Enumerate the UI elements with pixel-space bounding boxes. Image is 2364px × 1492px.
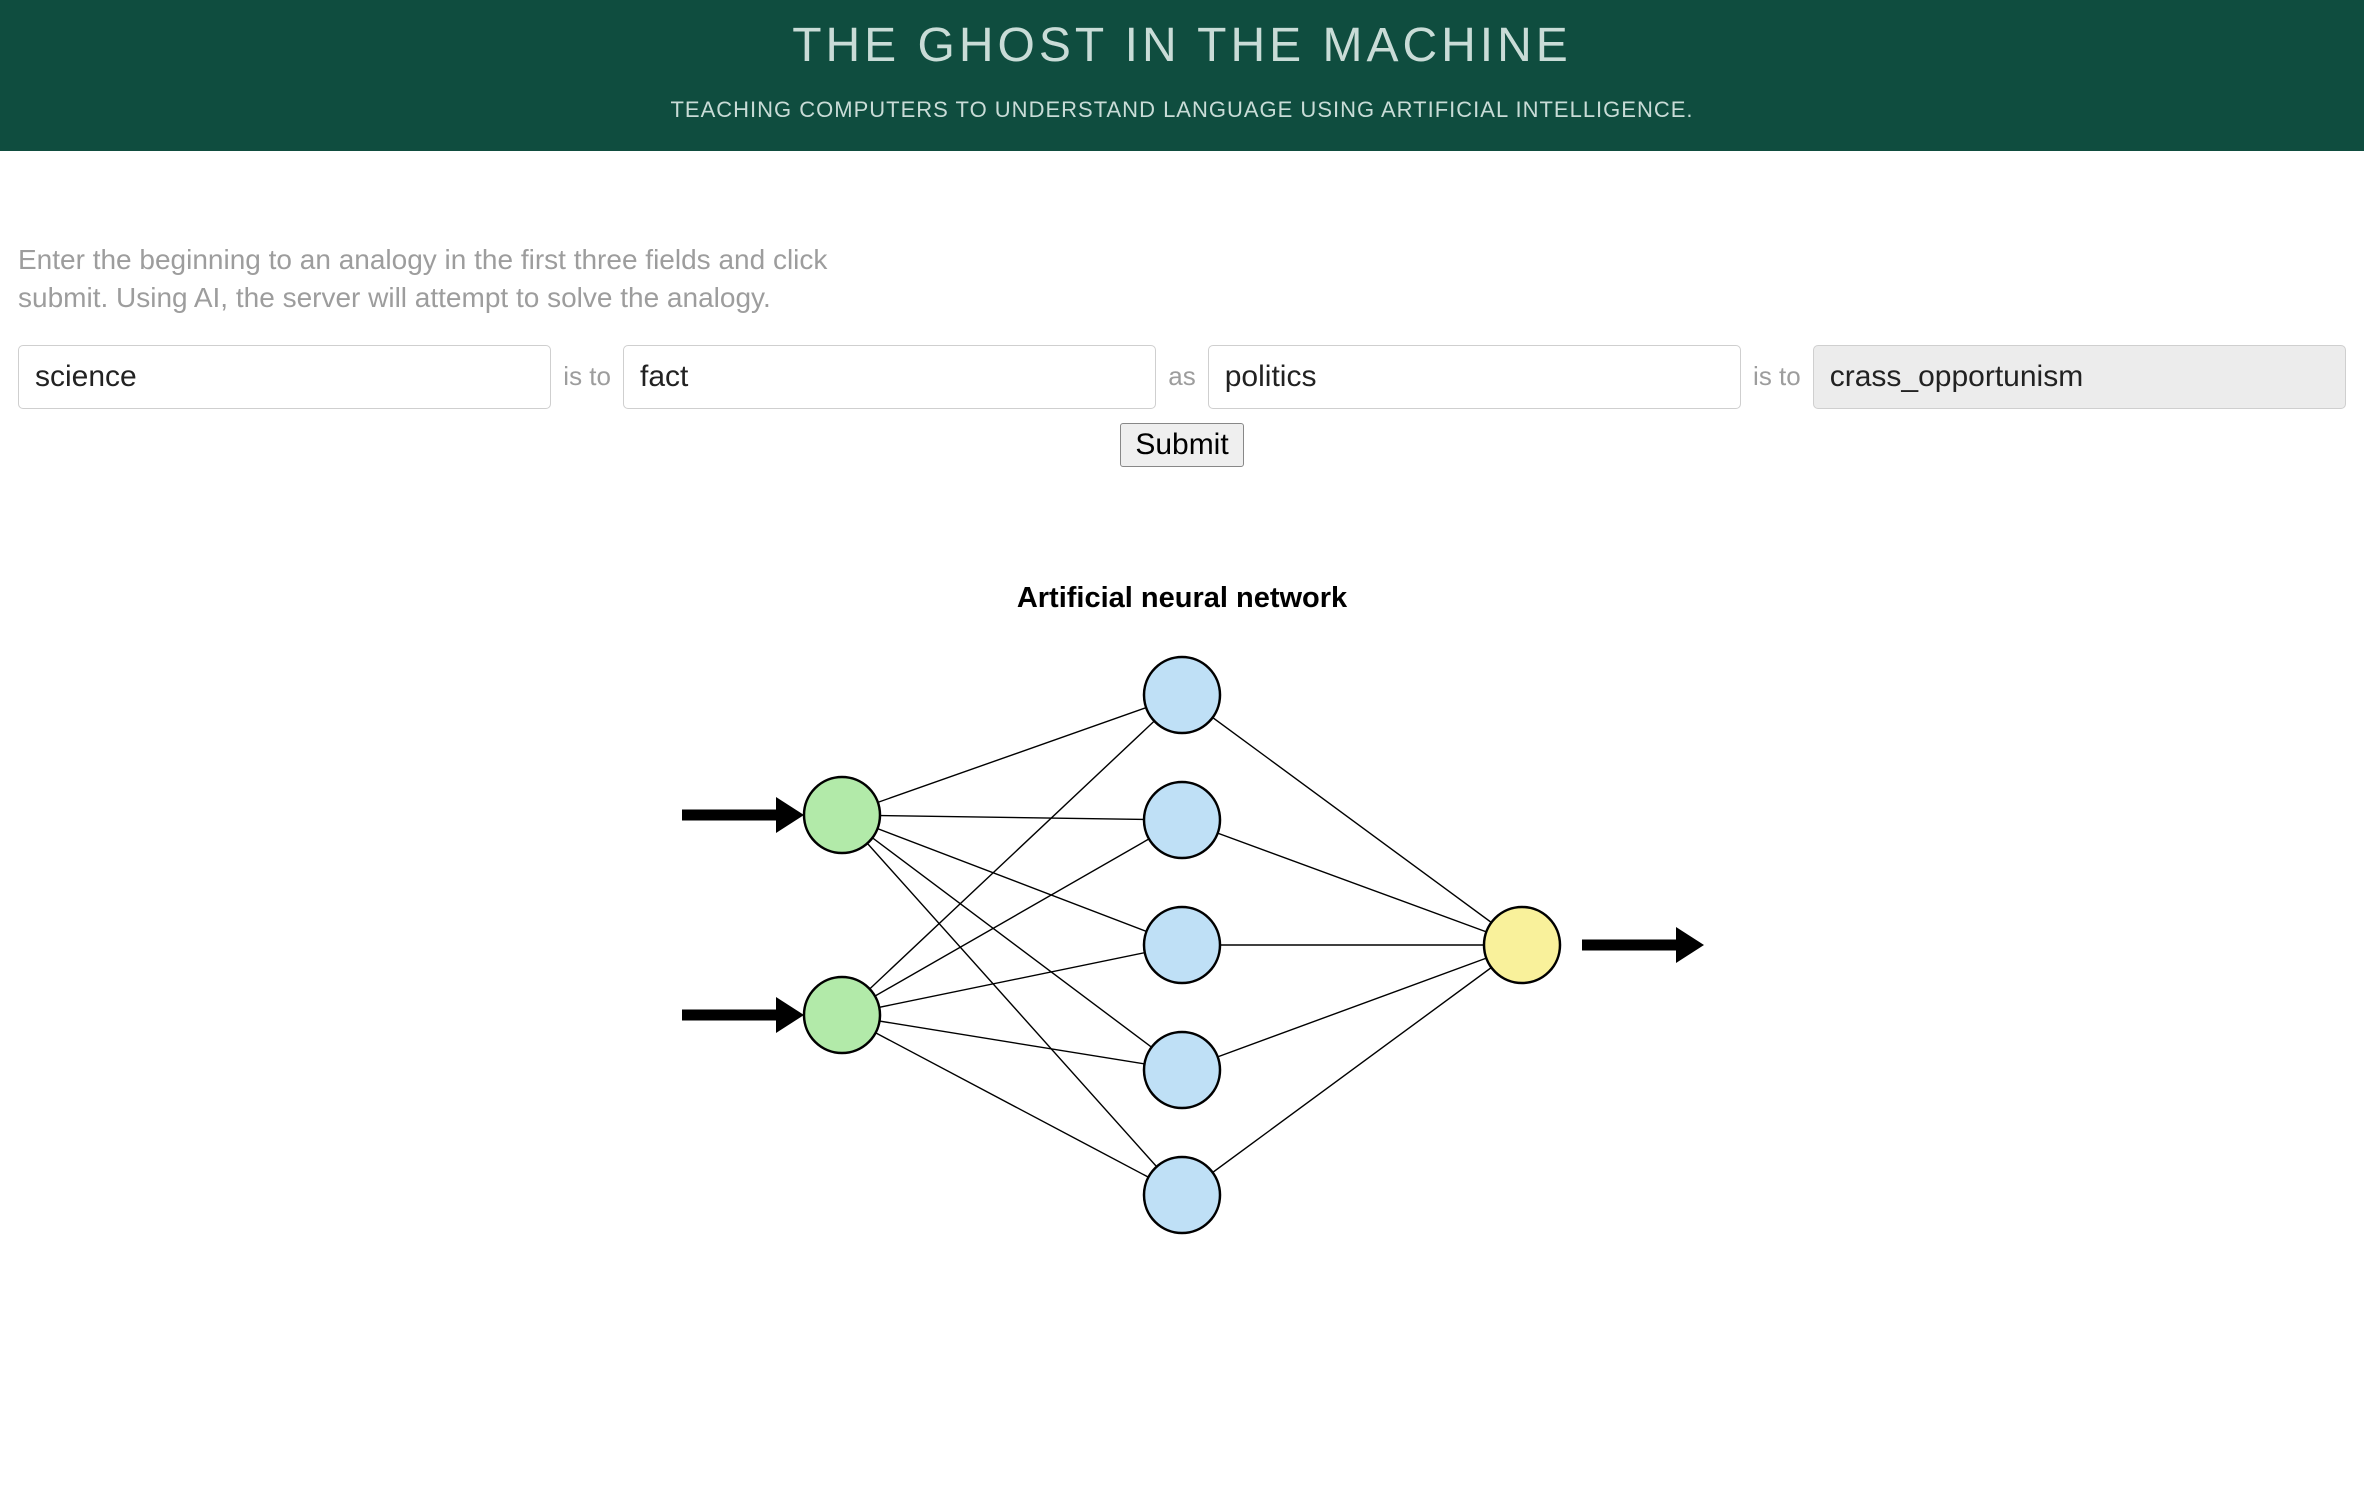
- analogy-result: [1813, 345, 2346, 409]
- page-header: THE GHOST IN THE MACHINE TEACHING COMPUT…: [0, 0, 2364, 151]
- analogy-form: is to as is to: [18, 345, 2346, 409]
- analogy-input-3[interactable]: [1208, 345, 1741, 409]
- connector-is-to-1: is to: [561, 361, 613, 392]
- neural-network-svg: [622, 635, 1742, 1275]
- diagram-title: Artificial neural network: [18, 582, 2346, 615]
- connector-as: as: [1166, 361, 1197, 392]
- connector-is-to-2: is to: [1751, 361, 1803, 392]
- main-content: Enter the beginning to an analogy in the…: [0, 151, 2364, 1275]
- analogy-input-1[interactable]: [18, 345, 551, 409]
- submit-button[interactable]: Submit: [1120, 423, 1243, 467]
- page-subtitle: TEACHING COMPUTERS TO UNDERSTAND LANGUAG…: [0, 97, 2364, 123]
- neural-network-diagram: Artificial neural network: [18, 582, 2346, 1275]
- page-title: THE GHOST IN THE MACHINE: [0, 18, 2364, 73]
- instructions-text: Enter the beginning to an analogy in the…: [18, 241, 888, 317]
- analogy-input-2[interactable]: [623, 345, 1156, 409]
